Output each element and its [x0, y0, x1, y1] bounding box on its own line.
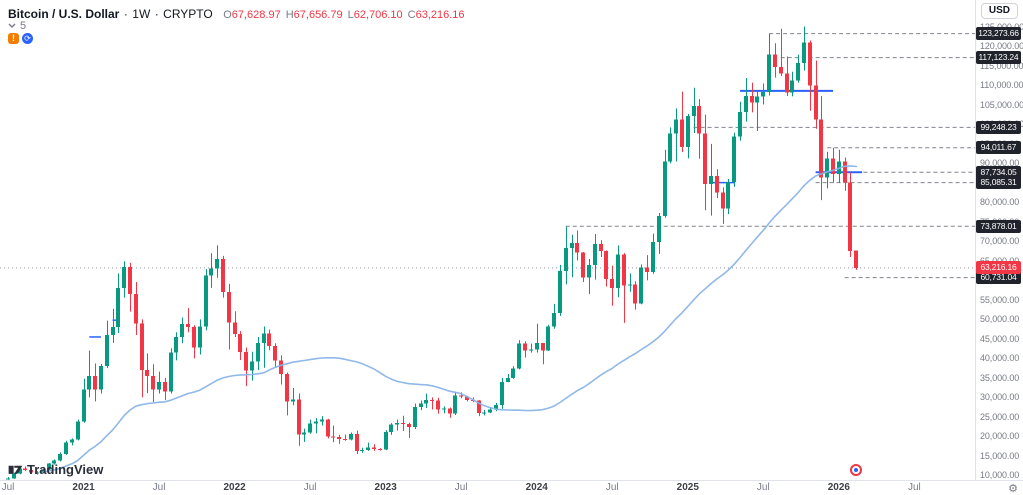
y-axis-tick: 30,000.00 [980, 392, 1020, 403]
y-axis-tick: 115,000.00 [980, 60, 1023, 71]
x-axis-year-tick: 2025 [676, 482, 699, 493]
price-level-badge: 99,248.23 [976, 120, 1021, 134]
indicator-warning-icon[interactable]: ! [8, 33, 19, 44]
y-axis-tick: 90,000.00 [980, 158, 1020, 169]
y-axis-tick: 105,000.00 [980, 99, 1023, 110]
y-axis-tick: 45,000.00 [980, 333, 1020, 344]
hidden-indicators-count: 5 [20, 20, 27, 32]
y-axis-tick: 120,000.00 [980, 41, 1023, 52]
tradingview-logo-icon [8, 465, 23, 474]
y-axis-tick: 20,000.00 [980, 431, 1020, 442]
tradingview-logo[interactable]: TradingView [8, 462, 103, 477]
tradingview-logo-text: TradingView [27, 462, 104, 477]
x-axis-month-tick: Jul [454, 482, 468, 493]
currency-toggle-button[interactable]: USD [980, 3, 1018, 19]
last-price-badge: 63,216.16 [976, 261, 1021, 275]
symbol-legend[interactable]: Bitcoin / U.S. Dollar · 1W · CRYPTO O67,… [8, 5, 470, 23]
indicator-status-row[interactable]: ! ⟳ [8, 33, 33, 44]
low-value: 62,706.10 [353, 9, 403, 21]
x-axis-month-tick: Jul [1, 482, 15, 493]
x-axis-year-tick: 2026 [827, 482, 850, 493]
candlestick-chart[interactable] [0, 0, 975, 481]
price-level-badge: 94,011.67 [976, 141, 1021, 155]
ohlc-values: O67,628.97 H67,656.79 L62,706.10 C63,216.16 [223, 9, 469, 21]
y-axis-tick: 70,000.00 [980, 236, 1020, 247]
y-axis-tick: 40,000.00 [980, 353, 1020, 364]
low-label: L [347, 9, 354, 21]
price-level-badge: 117,123.24 [976, 51, 1021, 65]
y-axis-tick: 55,000.00 [980, 294, 1020, 305]
close-label: C [407, 9, 416, 21]
price-level-badge: 87,734.05 [976, 165, 1021, 179]
price-level-badge: 73,878.01 [976, 219, 1021, 233]
economic-event-marker-icon[interactable] [850, 464, 863, 476]
price-level-badge: 123,273.66 [976, 27, 1021, 41]
y-axis-tick: 50,000.00 [980, 314, 1020, 325]
chevron-down-icon [8, 23, 16, 28]
close-value: 63,216.16 [415, 9, 465, 21]
y-axis-tick: 125,000.00 [980, 22, 1023, 32]
symbol-title[interactable]: Bitcoin / U.S. Dollar [8, 7, 120, 21]
price-level-badge: 60,731.04 [976, 271, 1021, 285]
x-axis-year-tick: 2021 [72, 482, 95, 493]
y-axis-tick: 80,000.00 [980, 197, 1020, 208]
y-axis-tick: 25,000.00 [980, 411, 1020, 422]
price-axis[interactable]: 125,000.00 120,000.00 115,000.00 110,000.00… [975, 0, 1023, 481]
x-axis-month-tick: Jul [756, 482, 770, 493]
x-axis-month-tick: Jul [152, 482, 166, 493]
y-axis-tick: 35,000.00 [980, 372, 1020, 383]
high-value: 67,656.79 [293, 9, 343, 21]
x-axis-year-tick: 2023 [374, 482, 397, 493]
x-axis-year-tick: 2024 [525, 482, 548, 493]
x-axis-month-tick: Jul [907, 482, 921, 493]
indicator-reload-icon[interactable]: ⟳ [22, 33, 33, 44]
y-axis-tick: 65,000.00 [980, 256, 1019, 266]
y-axis-tick: 110,000.00 [980, 80, 1023, 91]
legend-separator: · [123, 7, 128, 21]
high-label: H [285, 9, 294, 21]
price-level-badge: 85,085.31 [976, 176, 1021, 190]
legend-collapse-toggle[interactable]: 5 [8, 20, 26, 32]
y-axis-tick: 10,000.00 [980, 470, 1020, 481]
open-value: 67,628.97 [231, 9, 281, 21]
x-axis-month-tick: Jul [303, 482, 317, 493]
x-axis-month-tick: Jul [605, 482, 619, 493]
exchange-label: CRYPTO [163, 7, 213, 21]
y-axis-tick: 15,000.00 [980, 450, 1020, 461]
open-label: O [223, 9, 232, 21]
x-axis-year-tick: 2022 [223, 482, 246, 493]
legend-separator: · [154, 7, 159, 21]
interval-label[interactable]: 1W [132, 7, 151, 21]
axis-settings-gear-icon[interactable]: ⚙ [1008, 483, 1018, 495]
time-axis[interactable]: Jul 2021 Jul 2022 Jul 2023 Jul 2024 Jul 2025 Jul 20… [0, 480, 1023, 495]
